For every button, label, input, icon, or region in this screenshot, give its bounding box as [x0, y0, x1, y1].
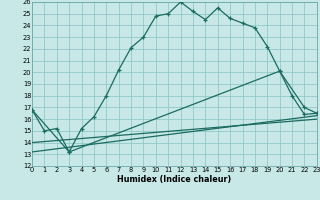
X-axis label: Humidex (Indice chaleur): Humidex (Indice chaleur) [117, 175, 232, 184]
